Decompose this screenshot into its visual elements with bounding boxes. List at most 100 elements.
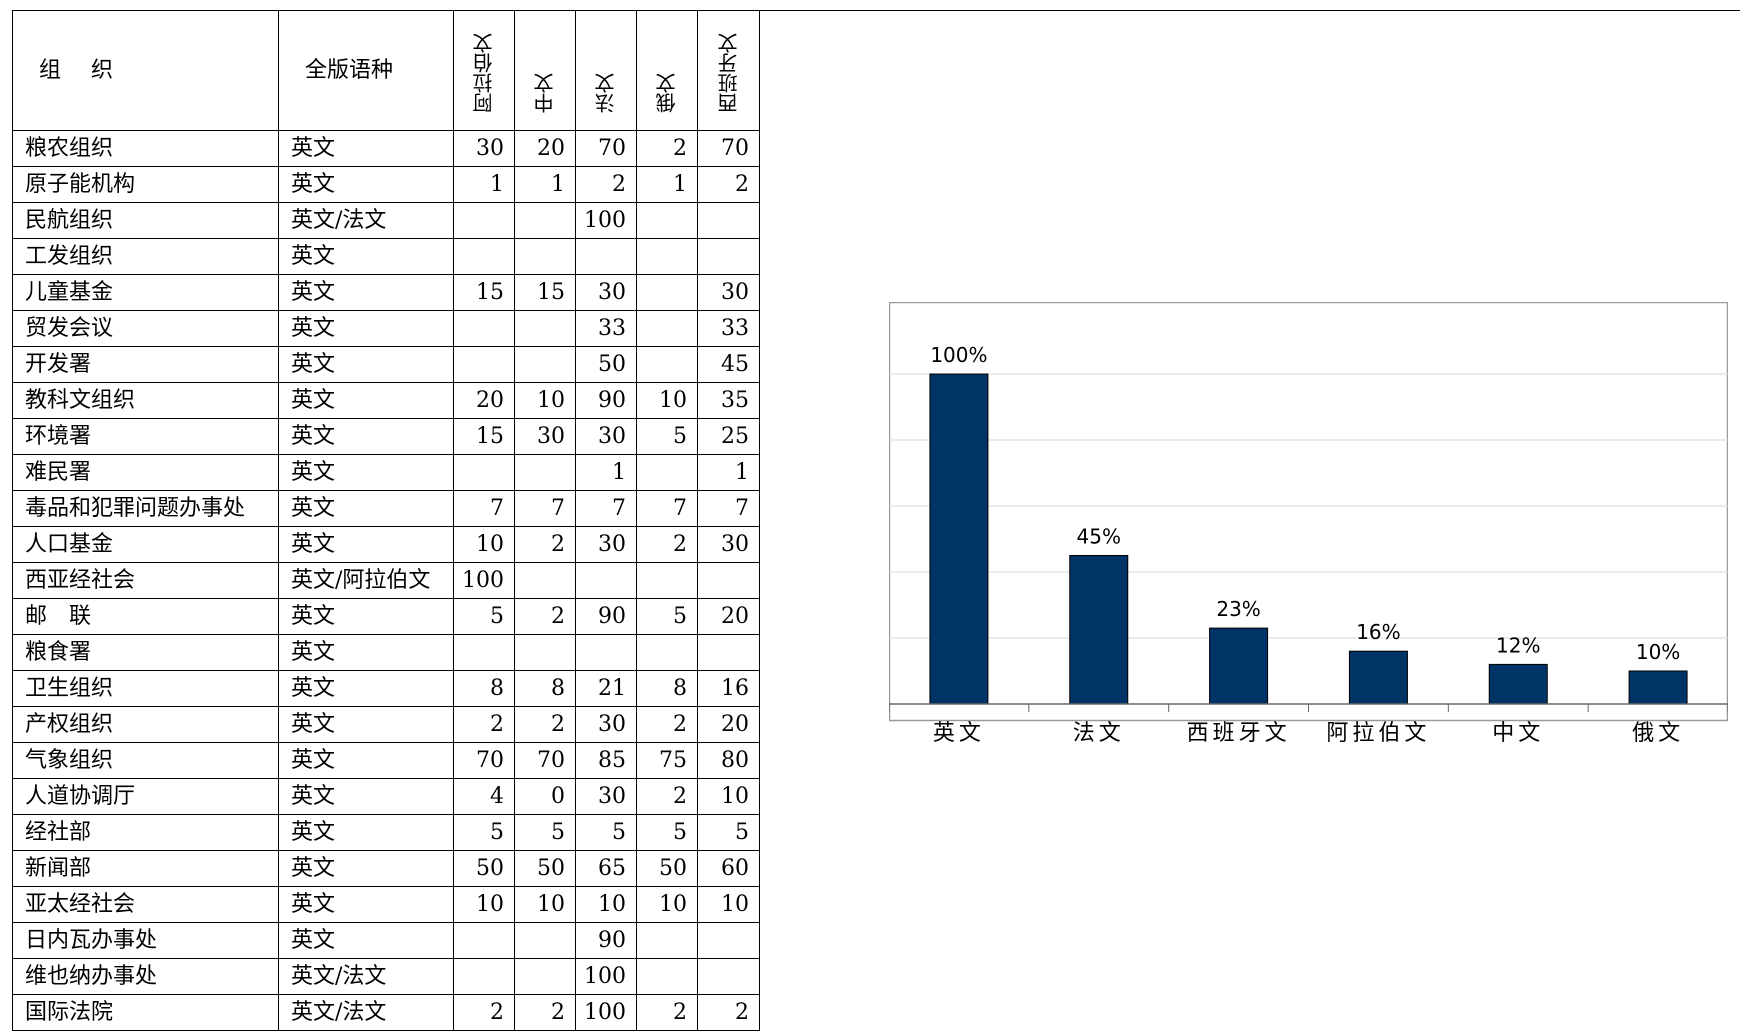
percent-cell: 100 — [575, 202, 637, 239]
table-row: 亚太经社会 英文 10 10 10 10 10 — [12, 886, 760, 923]
chart-category-labels: 英文 法文 西班牙文 阿拉伯文 中文 俄文 — [933, 721, 1680, 742]
bar-value-label: 23% — [1216, 597, 1260, 621]
header-full-version: 全版语种 — [278, 10, 454, 131]
percent-cell: 75 — [636, 742, 698, 779]
org-name-cell: 贸发会议 — [12, 310, 279, 347]
percent-cell: 1 — [453, 166, 515, 203]
percent-cell: 90 — [575, 382, 637, 419]
x-axis-ticks — [889, 704, 1728, 712]
org-name-cell: 经社部 — [12, 814, 279, 851]
percent-cell: 10 — [697, 886, 760, 923]
percent-cell — [697, 562, 760, 599]
percent-cell: 70 — [697, 130, 760, 167]
percent-cell: 25 — [697, 418, 760, 455]
header-russian: 俄文 — [636, 10, 698, 131]
table-row: 民航组织 英文/法文 100 — [12, 202, 760, 239]
org-name-cell: 工发组织 — [12, 238, 279, 275]
chart-bar — [1488, 663, 1548, 705]
table-row: 环境署 英文 15 30 30 5 25 — [12, 418, 760, 455]
percent-cell — [636, 346, 698, 383]
bar-value-label: 100% — [930, 343, 987, 367]
percent-cell: 10 — [636, 382, 698, 419]
percent-cell: 2 — [697, 994, 760, 1031]
org-name-cell: 毒品和犯罪问题办事处 — [12, 490, 279, 527]
percent-cell: 30 — [575, 274, 637, 311]
percent-cell: 1 — [514, 166, 576, 203]
percent-cell: 2 — [514, 706, 576, 743]
full-version-cell: 英文 — [278, 454, 454, 491]
percent-cell — [636, 634, 698, 671]
table-row: 原子能机构 英文 1 1 2 1 2 — [12, 166, 760, 203]
bar-value-label: 10% — [1636, 640, 1680, 664]
full-version-cell: 英文 — [278, 850, 454, 887]
percent-cell — [453, 454, 515, 491]
percent-cell — [453, 346, 515, 383]
header-russian-label: 俄文 — [655, 73, 679, 113]
percent-cell: 80 — [697, 742, 760, 779]
org-name-cell: 人口基金 — [12, 526, 279, 563]
percent-cell: 1 — [697, 454, 760, 491]
bar-value-label: 16% — [1356, 620, 1400, 644]
category-label: 西班牙文 — [1187, 721, 1291, 742]
full-version-cell: 英文 — [278, 238, 454, 275]
table-row: 教科文组织 英文 20 10 90 10 35 — [12, 382, 760, 419]
percent-cell: 10 — [514, 382, 576, 419]
percent-cell: 2 — [636, 994, 698, 1031]
percent-cell — [514, 202, 576, 239]
table-row: 西亚经社会 英文/阿拉伯文 100 — [12, 562, 760, 599]
percent-cell: 16 — [697, 670, 760, 707]
header-spanish-label: 西班牙文 — [716, 33, 741, 113]
org-name-cell: 粮农组织 — [12, 130, 279, 167]
percent-cell: 2 — [697, 166, 760, 203]
header-chinese: 中文 — [514, 10, 576, 131]
percent-cell: 8 — [514, 670, 576, 707]
percent-cell: 70 — [514, 742, 576, 779]
percent-cell: 10 — [636, 886, 698, 923]
percent-cell: 0 — [514, 778, 576, 815]
percent-cell: 7 — [453, 490, 515, 527]
table-row: 难民署 英文 1 1 — [12, 454, 760, 491]
percent-cell: 15 — [514, 274, 576, 311]
percent-cell: 33 — [575, 310, 637, 347]
percent-cell: 5 — [453, 598, 515, 635]
percent-cell: 30 — [575, 778, 637, 815]
chart-border — [889, 302, 1728, 722]
language-chart: 100% 45% 23% 16% 12% 10% 英文 法文 西班牙文 阿拉伯文 中文 俄文 — [889, 302, 1728, 742]
table-row: 粮农组织 英文 30 20 70 2 70 — [12, 130, 760, 167]
percent-cell: 33 — [697, 310, 760, 347]
header-chinese-label: 中文 — [533, 73, 557, 113]
percent-cell: 65 — [575, 850, 637, 887]
percent-cell: 50 — [453, 850, 515, 887]
percent-cell: 45 — [697, 346, 760, 383]
percent-cell: 100 — [575, 958, 637, 995]
table-row: 邮 联英文 5 2 90 5 20 — [12, 598, 760, 635]
percent-cell — [514, 238, 576, 275]
percent-cell: 15 — [453, 274, 515, 311]
org-name-cell: 难民署 — [12, 454, 279, 491]
full-version-cell: 英文 — [278, 418, 454, 455]
percent-cell — [575, 238, 637, 275]
percent-cell — [697, 238, 760, 275]
full-version-cell: 英文 — [278, 346, 454, 383]
full-version-cell: 英文 — [278, 634, 454, 671]
percent-cell — [453, 634, 515, 671]
full-version-cell: 英文 — [278, 382, 454, 419]
chart-gridlines — [889, 373, 1728, 639]
percent-cell — [514, 454, 576, 491]
percent-cell — [514, 310, 576, 347]
percent-cell: 20 — [697, 706, 760, 743]
org-name-cell: 人道协调厅 — [12, 778, 279, 815]
full-version-cell: 英文/法文 — [278, 994, 454, 1031]
org-name-cell: 卫生组织 — [12, 670, 279, 707]
category-label: 阿拉伯文 — [1326, 721, 1430, 742]
percent-cell — [636, 238, 698, 275]
org-name-cell: 粮食署 — [12, 634, 279, 671]
org-name-cell: 亚太经社会 — [12, 886, 279, 923]
percent-cell: 4 — [453, 778, 515, 815]
category-label: 法文 — [1073, 721, 1125, 742]
org-name-cell: 邮 联 — [12, 598, 279, 635]
percent-cell — [636, 310, 698, 347]
table-header-row: 组 织 全版语种 阿拉伯文 中文 法文 俄文 西班牙文 — [12, 10, 760, 131]
chart-bar — [1069, 555, 1129, 705]
org-name-cell: 原子能机构 — [12, 166, 279, 203]
